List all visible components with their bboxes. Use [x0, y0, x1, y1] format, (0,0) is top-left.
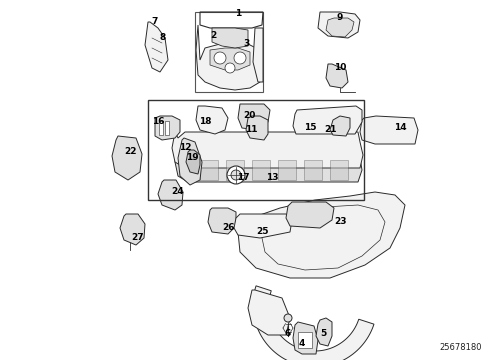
Polygon shape	[360, 116, 418, 144]
Polygon shape	[318, 12, 360, 38]
Text: 22: 22	[124, 148, 136, 157]
Polygon shape	[208, 208, 236, 234]
Circle shape	[284, 314, 292, 322]
Polygon shape	[155, 116, 180, 140]
Polygon shape	[293, 322, 318, 354]
Polygon shape	[165, 121, 169, 135]
Polygon shape	[252, 160, 270, 180]
Text: 10: 10	[334, 63, 346, 72]
Text: 14: 14	[393, 123, 406, 132]
Polygon shape	[172, 132, 363, 168]
Text: 25678180: 25678180	[440, 343, 482, 352]
Text: 7: 7	[152, 18, 158, 27]
Circle shape	[231, 170, 241, 180]
Polygon shape	[330, 116, 350, 136]
Text: 24: 24	[172, 188, 184, 197]
Text: 5: 5	[320, 328, 326, 338]
Text: 1: 1	[235, 9, 241, 18]
Text: 20: 20	[243, 112, 255, 121]
Circle shape	[234, 52, 246, 64]
Polygon shape	[196, 25, 262, 90]
Polygon shape	[253, 286, 374, 360]
Polygon shape	[316, 318, 332, 346]
Text: 17: 17	[237, 174, 249, 183]
Bar	[195, 12, 263, 92]
Polygon shape	[145, 22, 168, 72]
Polygon shape	[212, 28, 248, 48]
Polygon shape	[210, 48, 250, 70]
Polygon shape	[238, 192, 405, 278]
Circle shape	[225, 63, 235, 73]
Polygon shape	[326, 18, 354, 37]
Polygon shape	[112, 136, 142, 180]
Text: 13: 13	[266, 174, 278, 183]
Text: 6: 6	[285, 328, 291, 338]
Polygon shape	[178, 138, 202, 185]
Circle shape	[214, 52, 226, 64]
Polygon shape	[234, 214, 292, 238]
Polygon shape	[246, 116, 268, 140]
Text: 19: 19	[186, 153, 198, 162]
Polygon shape	[186, 150, 200, 174]
Text: 16: 16	[152, 117, 164, 126]
Polygon shape	[238, 104, 270, 130]
Polygon shape	[200, 160, 218, 180]
Polygon shape	[175, 148, 362, 182]
Text: 12: 12	[179, 144, 191, 153]
Polygon shape	[248, 290, 290, 335]
Text: 8: 8	[160, 33, 166, 42]
Polygon shape	[253, 28, 263, 82]
Text: 18: 18	[199, 117, 211, 126]
Text: 4: 4	[299, 339, 305, 348]
Polygon shape	[286, 202, 334, 228]
Polygon shape	[120, 214, 145, 245]
Text: 11: 11	[245, 126, 257, 135]
Text: 25: 25	[256, 228, 268, 237]
Circle shape	[227, 166, 245, 184]
Text: 27: 27	[132, 234, 145, 243]
Polygon shape	[196, 106, 228, 134]
Text: 15: 15	[304, 123, 316, 132]
Polygon shape	[226, 160, 244, 180]
Text: 26: 26	[222, 224, 234, 233]
Text: 3: 3	[243, 40, 249, 49]
Polygon shape	[159, 121, 163, 135]
Polygon shape	[293, 106, 362, 134]
Polygon shape	[330, 160, 348, 180]
Bar	[148, 100, 364, 200]
Polygon shape	[304, 160, 322, 180]
Polygon shape	[278, 160, 296, 180]
Text: 2: 2	[210, 31, 216, 40]
Text: 9: 9	[337, 13, 343, 22]
Polygon shape	[158, 180, 183, 210]
Polygon shape	[326, 64, 348, 88]
Polygon shape	[298, 332, 312, 348]
Text: 23: 23	[334, 217, 346, 226]
Text: 21: 21	[324, 126, 336, 135]
